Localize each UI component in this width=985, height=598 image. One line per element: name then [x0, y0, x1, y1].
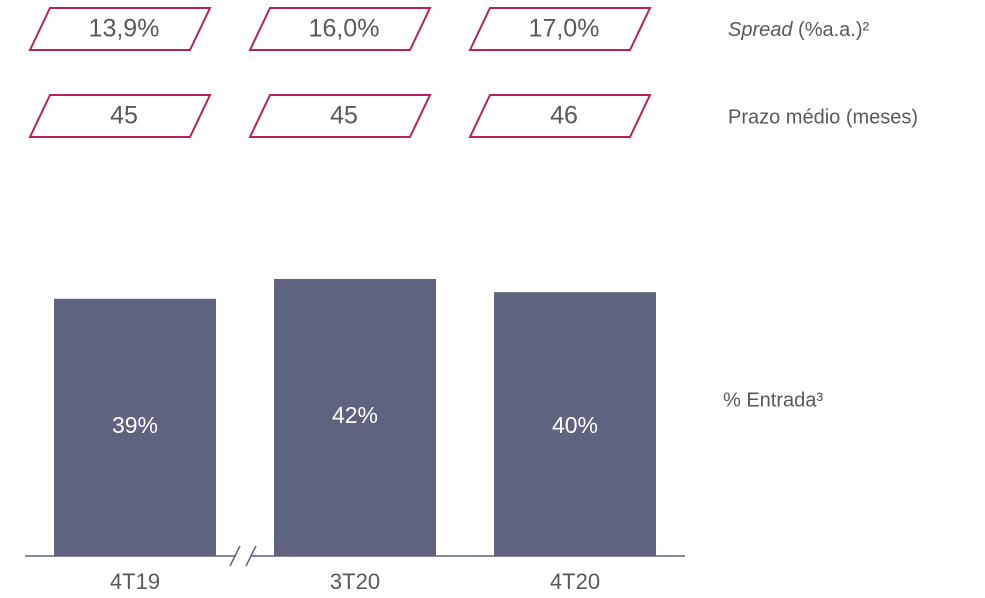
- value-box: [468, 94, 652, 138]
- x-tick-label: 3T20: [330, 569, 380, 594]
- x-tick-label: 4T20: [550, 569, 600, 594]
- bar: [54, 298, 216, 556]
- value-box: [468, 7, 652, 51]
- row-value: 45: [330, 102, 358, 130]
- bar-label: 39%: [112, 412, 158, 438]
- bar: [274, 279, 436, 556]
- x-tick-label: 4T19: [110, 569, 160, 594]
- row-value: 46: [550, 102, 578, 130]
- bar-label: 42%: [332, 402, 378, 428]
- value-box: [248, 7, 432, 51]
- row-label: Prazo médio (meses): [728, 106, 918, 128]
- row-value: 45: [110, 102, 138, 130]
- value-box: [28, 7, 212, 51]
- row-value: 16,0%: [309, 15, 380, 43]
- axis-break: [245, 545, 257, 567]
- row-label: Spread (%a.a.)²: [728, 19, 870, 41]
- value-box: [28, 94, 212, 138]
- row-value: 13,9%: [89, 15, 160, 43]
- row-value: 17,0%: [529, 15, 600, 43]
- bar-label: 40%: [552, 412, 598, 438]
- value-box: [248, 94, 432, 138]
- bar: [494, 292, 656, 556]
- axis-break: [229, 545, 241, 567]
- series-label: % Entrada³: [723, 389, 823, 411]
